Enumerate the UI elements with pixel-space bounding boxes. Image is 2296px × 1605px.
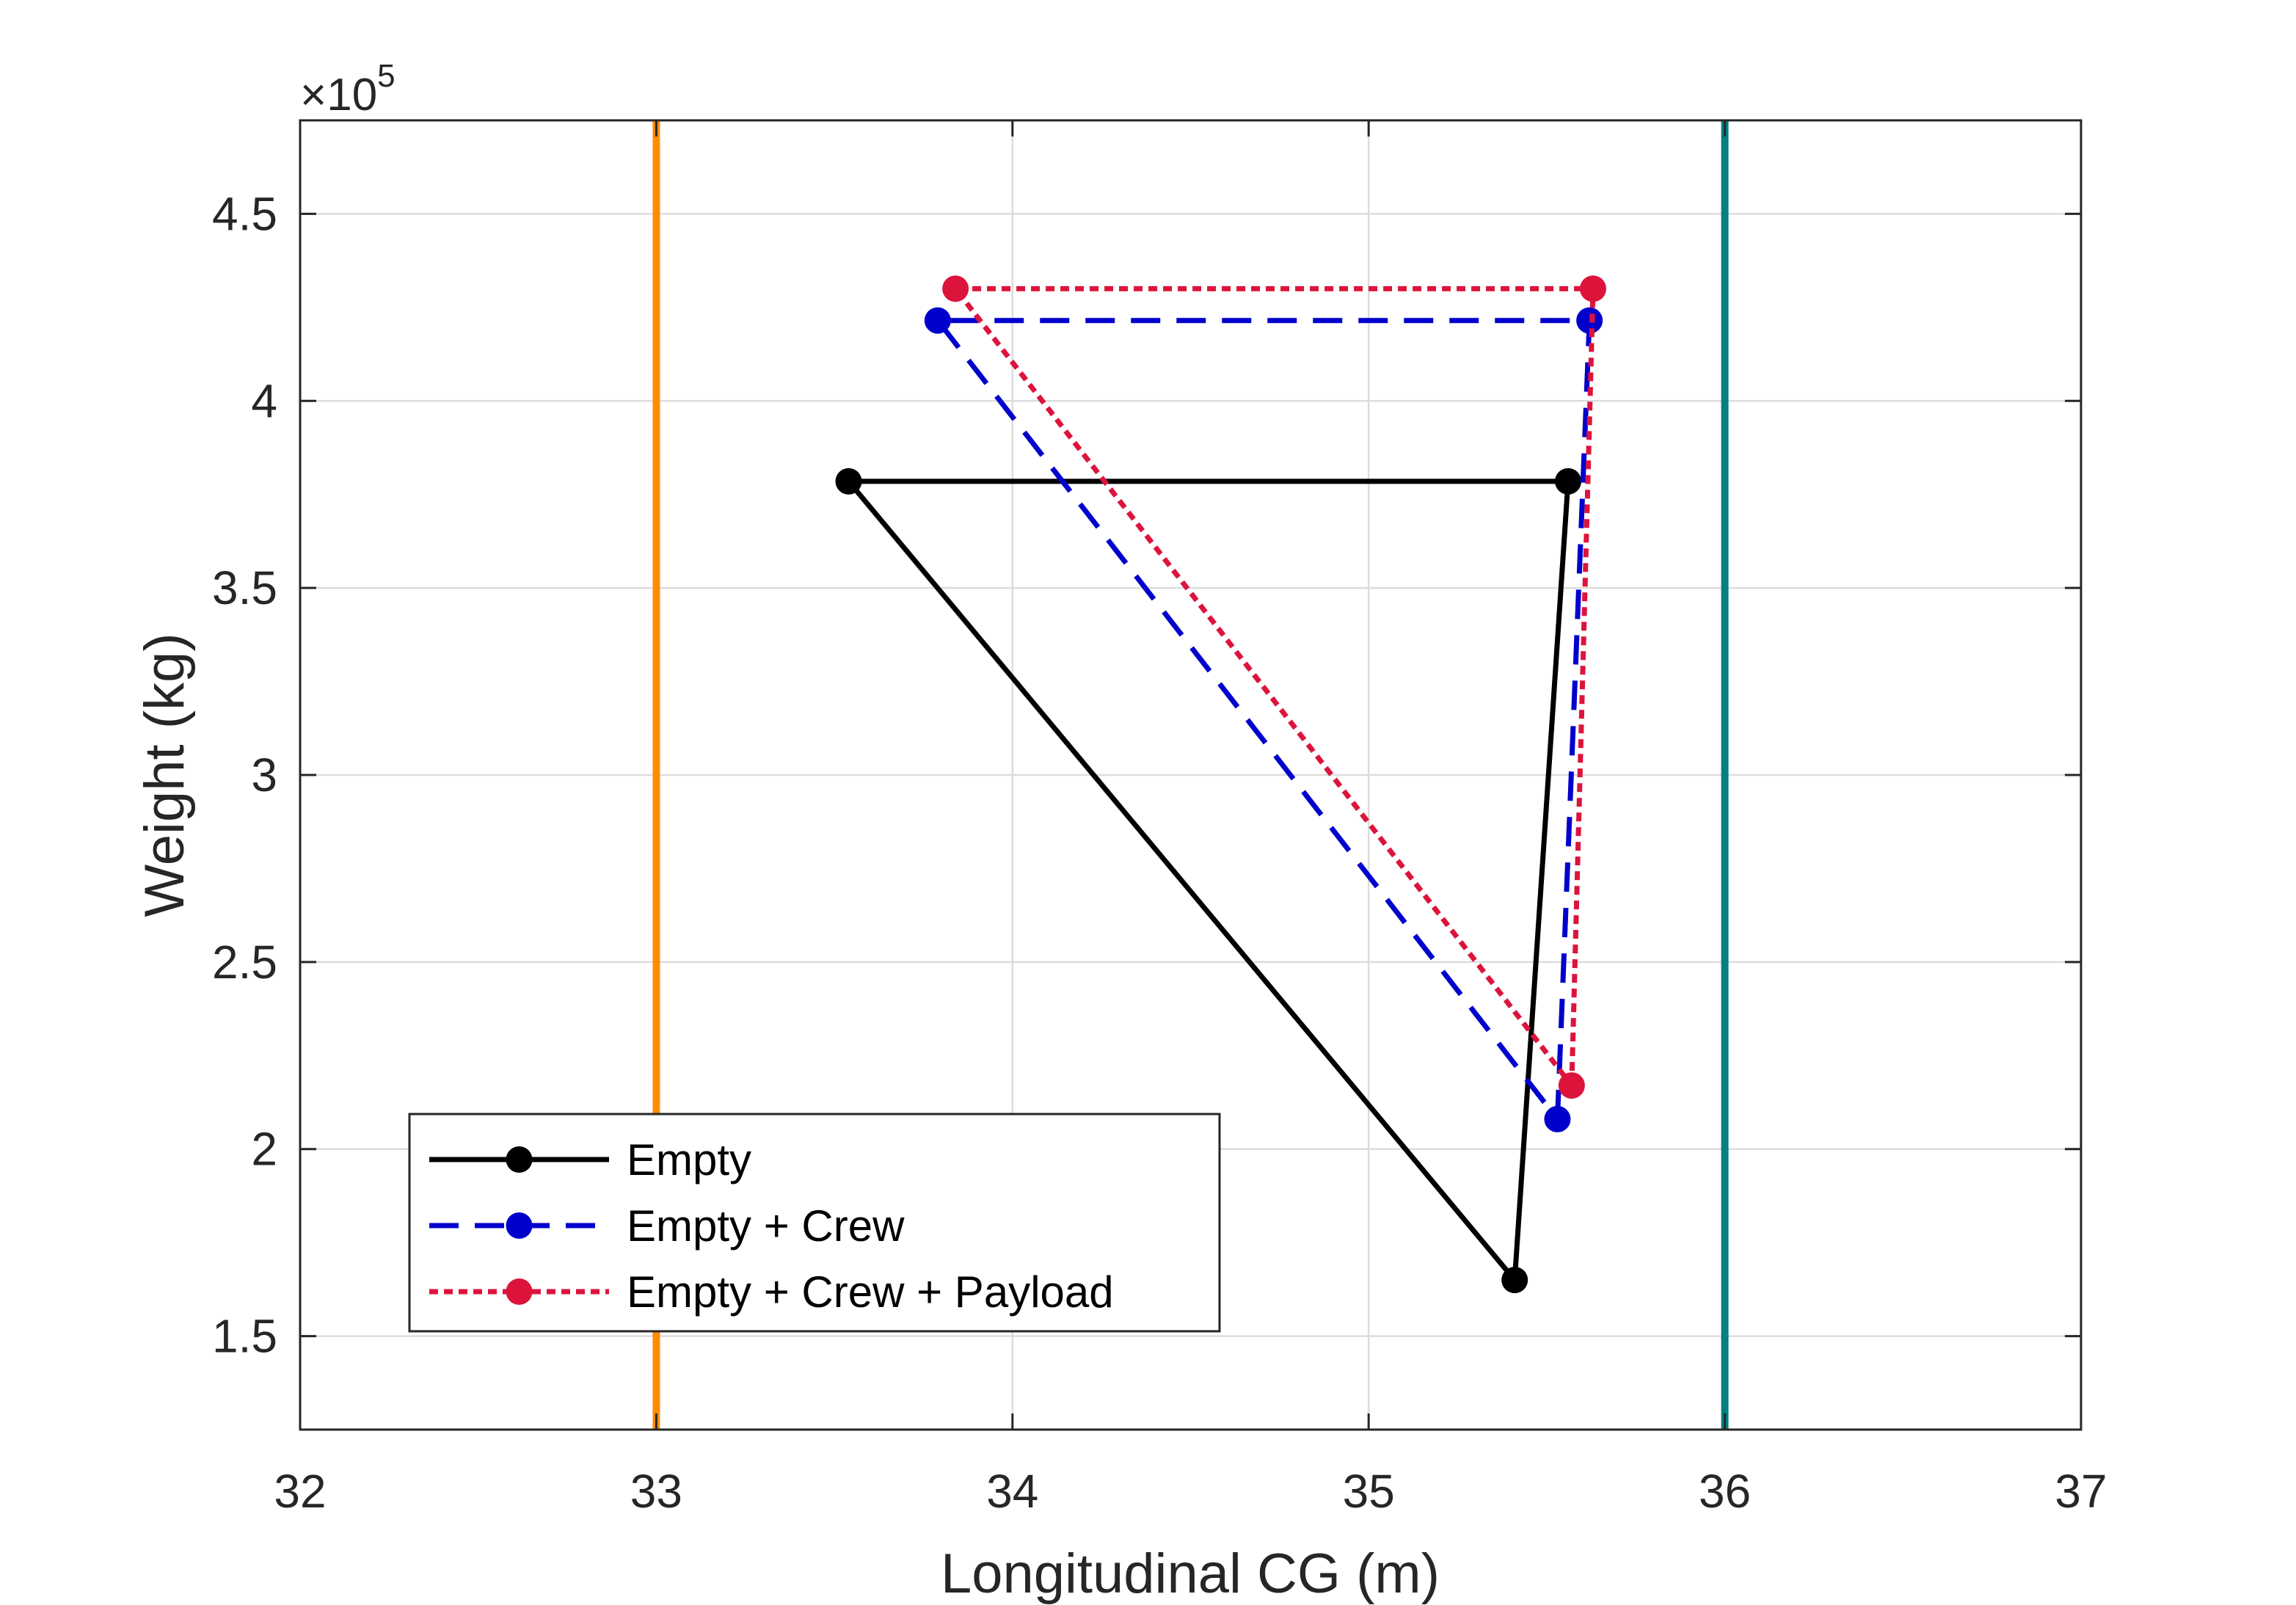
series-line-empty-crew-payload <box>952 285 1596 1088</box>
x-tick-label: 32 <box>274 1465 326 1518</box>
y-multiplier: ×105 <box>300 58 396 120</box>
y-tick-label: 2 <box>251 1123 277 1176</box>
series-marker-empty-crew-payload <box>1558 1072 1585 1099</box>
series-marker-empty-crew <box>1544 1105 1571 1132</box>
y-tick-label: 3.5 <box>212 561 277 614</box>
data-series <box>835 275 1607 1294</box>
x-tick-label: 33 <box>630 1465 682 1518</box>
legend-label-empty: Empty <box>627 1135 751 1184</box>
series-line-empty-crew <box>935 318 1592 1121</box>
y-multiplier-exponent: 5 <box>377 58 395 94</box>
legend-marker-empty <box>506 1146 533 1173</box>
series-marker-empty-crew <box>1576 307 1603 334</box>
y-tick-label: 4 <box>251 374 277 427</box>
y-axis-title: Weight (kg) <box>134 633 196 917</box>
series-marker-empty-crew <box>924 307 951 334</box>
axis-ticks: 32 33 34 35 36 37 1.5 2 2.5 3 3.5 4 4.5 <box>212 120 2107 1518</box>
y-multiplier-base: ×10 <box>300 70 377 120</box>
series-marker-empty <box>835 467 862 495</box>
legend-marker-empty-crew-payload <box>506 1278 533 1305</box>
legend-marker-empty-crew <box>506 1212 533 1239</box>
y-tick-label: 4.5 <box>212 187 277 240</box>
x-tick-label: 35 <box>1343 1465 1395 1518</box>
series-marker-empty-crew-payload <box>1580 275 1607 302</box>
x-axis-title: Longitudinal CG (m) <box>941 1543 1440 1605</box>
series-marker-empty <box>1501 1267 1528 1294</box>
y-tick-label: 1.5 <box>212 1310 277 1363</box>
y-tick-label: 3 <box>251 749 277 801</box>
series-line-empty <box>846 478 1571 1282</box>
x-tick-label: 37 <box>2055 1465 2107 1518</box>
legend-box <box>408 1113 1221 1333</box>
legend-label-empty-crew: Empty + Crew <box>627 1201 905 1251</box>
x-tick-label: 34 <box>986 1465 1038 1518</box>
y-tick-label: 2.5 <box>212 936 277 989</box>
legend: Empty Empty + Crew Empty + Crew + Payload <box>408 1113 1221 1333</box>
legend-label-empty-crew-payload: Empty + Crew + Payload <box>627 1267 1114 1317</box>
series-marker-empty <box>1555 467 1582 495</box>
series-marker-empty-crew-payload <box>942 275 969 302</box>
x-tick-label: 36 <box>1699 1465 1751 1518</box>
